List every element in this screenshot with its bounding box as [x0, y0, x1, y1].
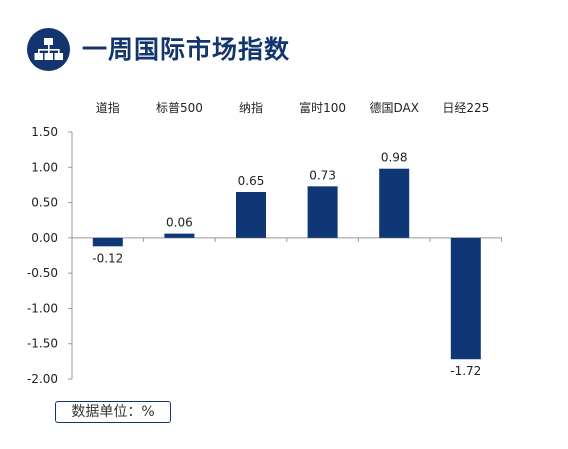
data-label: -0.12 — [92, 251, 123, 265]
unit-note: 数据单位：% — [55, 401, 171, 423]
category-label: 日经225 — [442, 101, 489, 115]
y-tick-label: -2.00 — [27, 372, 58, 386]
y-tick-label: 1.50 — [31, 125, 58, 139]
bar — [450, 237, 481, 360]
data-label: 0.06 — [166, 216, 193, 230]
data-label: -1.72 — [450, 364, 481, 378]
category-label: 德国DAX — [369, 100, 418, 115]
hierarchy-icon — [27, 28, 70, 71]
bar — [307, 186, 338, 238]
data-label: 0.98 — [381, 151, 408, 165]
bar — [92, 237, 123, 247]
category-label: 纳指 — [239, 100, 263, 115]
category-label: 富时100 — [299, 100, 346, 115]
page-title: 一周国际市场指数 — [82, 35, 291, 64]
y-tick-label: 0.50 — [31, 196, 58, 210]
category-label: 道指 — [96, 100, 120, 115]
y-tick-label: 0.00 — [31, 231, 58, 245]
bar — [164, 233, 195, 238]
y-tick-label: -0.50 — [27, 266, 58, 280]
y-tick-label: -1.50 — [27, 337, 58, 351]
category-label: 标普500 — [156, 101, 203, 115]
y-tick-label: -1.00 — [27, 301, 58, 315]
bar — [236, 191, 266, 238]
bar — [379, 168, 410, 238]
data-label: 0.73 — [309, 168, 336, 182]
data-label: 0.65 — [238, 174, 265, 188]
y-tick-label: 1.00 — [31, 160, 58, 174]
